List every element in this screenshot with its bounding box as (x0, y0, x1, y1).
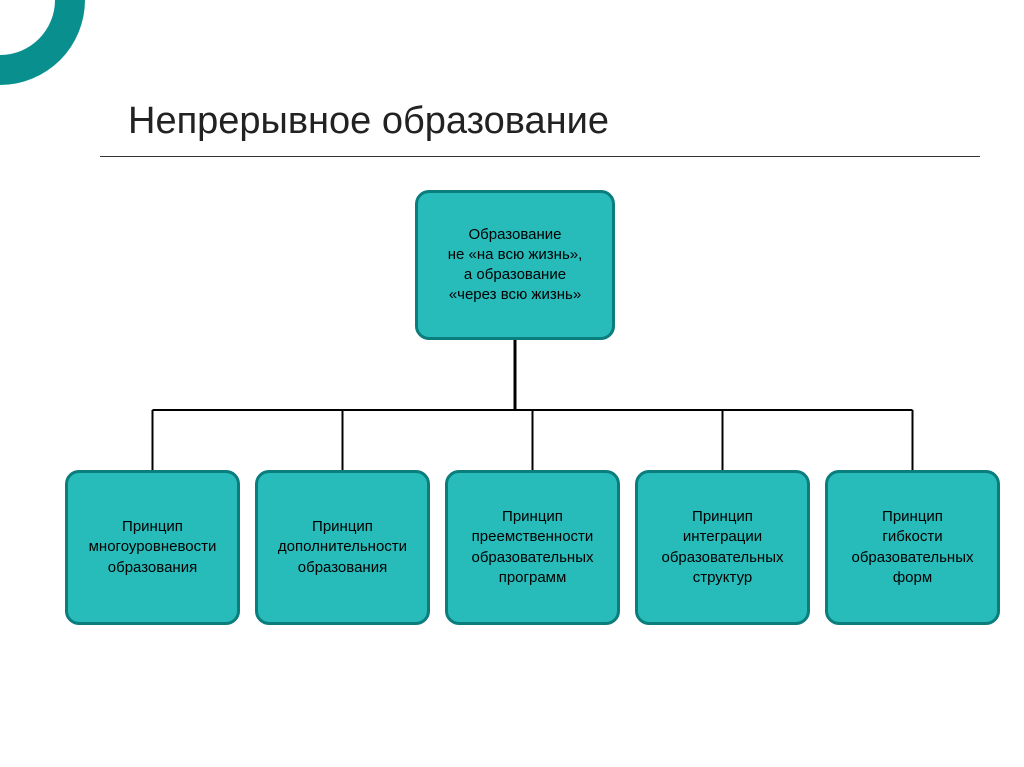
corner-decor-icon (0, 0, 90, 90)
title-underline (100, 156, 980, 157)
slide-title: Непрерывное образование (128, 100, 609, 143)
child-node-2: Принципдополнительностиобразования (255, 470, 430, 625)
child-node-3: Принциппреемственностиобразовательныхпро… (445, 470, 620, 625)
child-node-5: Принципгибкостиобразовательныхформ (825, 470, 1000, 625)
child-node-4: Принципинтеграцииобразовательныхструктур (635, 470, 810, 625)
root-node: Образованиене «на всю жизнь»,а образован… (415, 190, 615, 340)
child-node-1: Принципмногоуровневостиобразования (65, 470, 240, 625)
